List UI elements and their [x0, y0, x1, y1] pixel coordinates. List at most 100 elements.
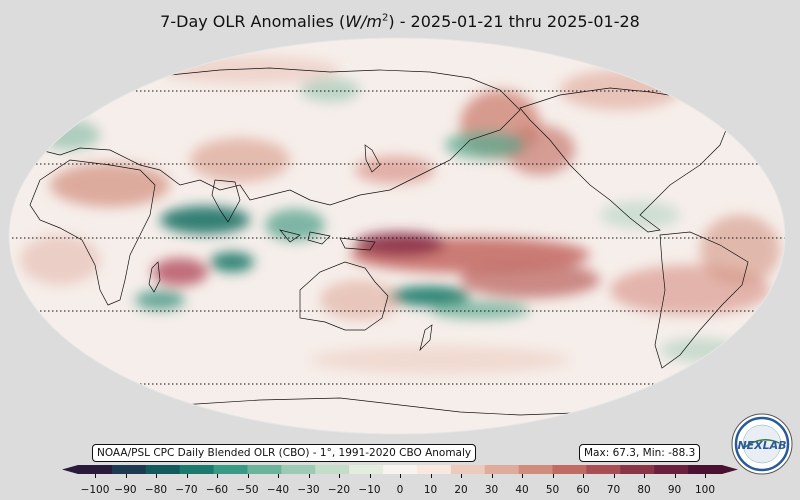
colorbar-tick-mark [583, 474, 584, 478]
colorbar-tick-mark [644, 474, 645, 478]
anomaly-positive [152, 258, 208, 286]
south-america-outline [654, 231, 749, 369]
colorbar-segment [315, 465, 350, 474]
colorbar-tick-mark [156, 474, 157, 478]
anomaly-negative [40, 120, 100, 150]
colorbar-segment [281, 465, 316, 474]
japan-outline [364, 144, 381, 173]
colorbar-tick-label: 80 [637, 484, 651, 496]
colorbar-tick-mark [705, 474, 706, 478]
colorbar-segment [586, 465, 621, 474]
greenland-outline [659, 51, 721, 96]
anomaly-positive [20, 235, 100, 285]
new-zealand-outline [419, 324, 433, 352]
nexlab-logo: NEXLAB [731, 413, 793, 475]
colorbar-segment [179, 465, 215, 474]
map-title: 7-Day OLR Anomalies (W/m2) - 2025-01-21 … [0, 12, 800, 31]
colorbar-extend-min [62, 465, 78, 474]
anomaly-positive [355, 156, 435, 184]
anomaly-negative [390, 286, 470, 306]
colorbar-segment [620, 465, 655, 474]
colorbar-tick-mark [217, 474, 218, 478]
colorbar-tick-label: 70 [606, 484, 621, 496]
colorbar-segment [111, 465, 147, 474]
anomaly-negative [135, 290, 185, 310]
colorbar-tick-label: −100 [80, 484, 110, 496]
colorbar-tick-label: 40 [515, 484, 529, 496]
colorbar-tick-label: −10 [358, 484, 381, 496]
anomaly-positive [355, 232, 445, 256]
north-america-outline [519, 87, 731, 233]
colorbar-segment [484, 465, 520, 474]
colorbar-extend-max [722, 465, 738, 474]
colorbar-segment [383, 465, 418, 474]
colorbar-tick-label: −70 [175, 484, 198, 496]
colorbar-segment [78, 465, 113, 474]
colorbar-tick-label: −40 [266, 484, 290, 496]
colorbar-tick-label: 10 [423, 484, 438, 496]
anomaly-positive [50, 163, 170, 207]
colorbar-tick-mark [339, 474, 340, 478]
globe-edge [8, 37, 786, 435]
colorbar-tick-mark [674, 474, 676, 478]
title-unit-exponent: 2 [381, 12, 389, 24]
anomaly-negative [160, 206, 250, 234]
colorbar-tick-label: 90 [667, 484, 682, 496]
colorbar-tick-mark [522, 474, 523, 478]
india-outline [211, 179, 241, 223]
colorbar-tick-mark [247, 474, 249, 478]
colorbar-tick-label: −90 [114, 484, 137, 496]
colorbar-tick-mark [95, 474, 96, 478]
colorbar-tick-mark [278, 474, 279, 478]
colorbar-tick-label: 60 [576, 484, 590, 496]
colorbar-segment [416, 465, 452, 474]
anomaly-negative [210, 252, 254, 272]
colorbar-tick-mark [186, 474, 188, 478]
colorbar-tick-mark [552, 474, 554, 478]
colorbar-tick-label: −50 [236, 484, 259, 496]
colorbar-tick-label: −20 [327, 484, 351, 496]
colorbar-tick-mark [308, 474, 310, 478]
indonesia-outline [279, 229, 376, 251]
anomaly-positive [700, 215, 780, 285]
madagascar-outline [148, 261, 161, 293]
colorbar-tick-label: 50 [545, 484, 560, 496]
globe [9, 38, 785, 434]
colorbar-segment [688, 465, 723, 474]
anomaly-positive [320, 280, 400, 320]
colorbar-segment [654, 465, 689, 474]
title-unit: W/m [345, 12, 382, 31]
anomaly-positive [160, 56, 340, 84]
colorbar-segment [552, 465, 587, 474]
colorbar-tick-mark [400, 474, 401, 478]
colorbar-segment [450, 465, 486, 474]
colorbar-segment [349, 465, 384, 474]
data-source-label: NOAA/PSL CPC Daily Blended OLR (CBO) - 1… [92, 444, 477, 462]
colorbar-tick-mark [613, 474, 615, 478]
colorbar-tick-label: −60 [205, 484, 229, 496]
colorbar-tick-mark [369, 474, 371, 478]
anomaly-negative [430, 301, 530, 319]
africa-outline [29, 159, 156, 306]
anomaly-positive [190, 138, 290, 182]
anomaly-positive [560, 70, 680, 110]
colorbar [62, 465, 738, 474]
max-min-stats-label: Max: 67.3, Min: -88.3 [579, 444, 701, 462]
anomaly-positive [460, 262, 600, 298]
anomaly-negative [265, 209, 325, 241]
colorbar-segment [145, 465, 181, 474]
colorbar-tick-label: −30 [297, 484, 320, 496]
australia-outline [299, 261, 389, 331]
anomaly-positive [310, 346, 570, 374]
anomaly-negative [300, 78, 360, 102]
colorbar-segment [247, 465, 282, 474]
colorbar-tick-label: 0 [396, 484, 404, 496]
eurasia-outline [39, 67, 521, 206]
colorbar-tick-mark [125, 474, 127, 478]
colorbar-tick-mark [430, 474, 432, 478]
nexlab-logo-text: NEXLAB [737, 439, 786, 452]
colorbar-tick-label: 100 [694, 484, 716, 496]
colorbar-segment [518, 465, 554, 474]
anomaly-positive [505, 125, 575, 175]
